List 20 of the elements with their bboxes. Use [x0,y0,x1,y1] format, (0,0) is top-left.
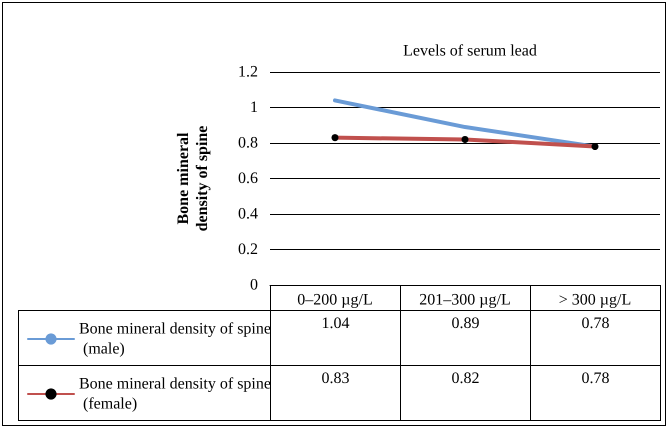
y-tick-label: 0.8 [238,134,258,152]
chart-title: Levels of serum lead [403,42,537,60]
x-tick-label: 0–200 µg/L [297,292,373,308]
data-label: 0.78 [530,310,661,366]
legend-label: Bone mineral density of spine (female) [79,376,271,412]
y-tick-label: 0.6 [238,170,258,187]
data-label: 0.82 [400,365,531,421]
y-tick-label: 0 [250,276,258,294]
y-tick-label: 0.4 [238,206,258,222]
data-label: 0.89 [400,310,531,366]
x-tick-label: 201–300 µg/L [419,292,511,308]
data-label: 0.83 [270,365,401,421]
y-tick-label: 1 [250,99,258,116]
y-tick-label: 1.2 [238,64,258,80]
x-tick-label: > 300 µg/L [558,292,632,308]
data-label: 1.04 [270,310,401,366]
data-label: 0.78 [530,365,661,421]
y-tick-label: 0.2 [238,241,258,258]
legend-label: Bone mineral density of spine (male) [79,320,271,358]
y-axis-title: Bone mineral density of spine [175,126,211,232]
